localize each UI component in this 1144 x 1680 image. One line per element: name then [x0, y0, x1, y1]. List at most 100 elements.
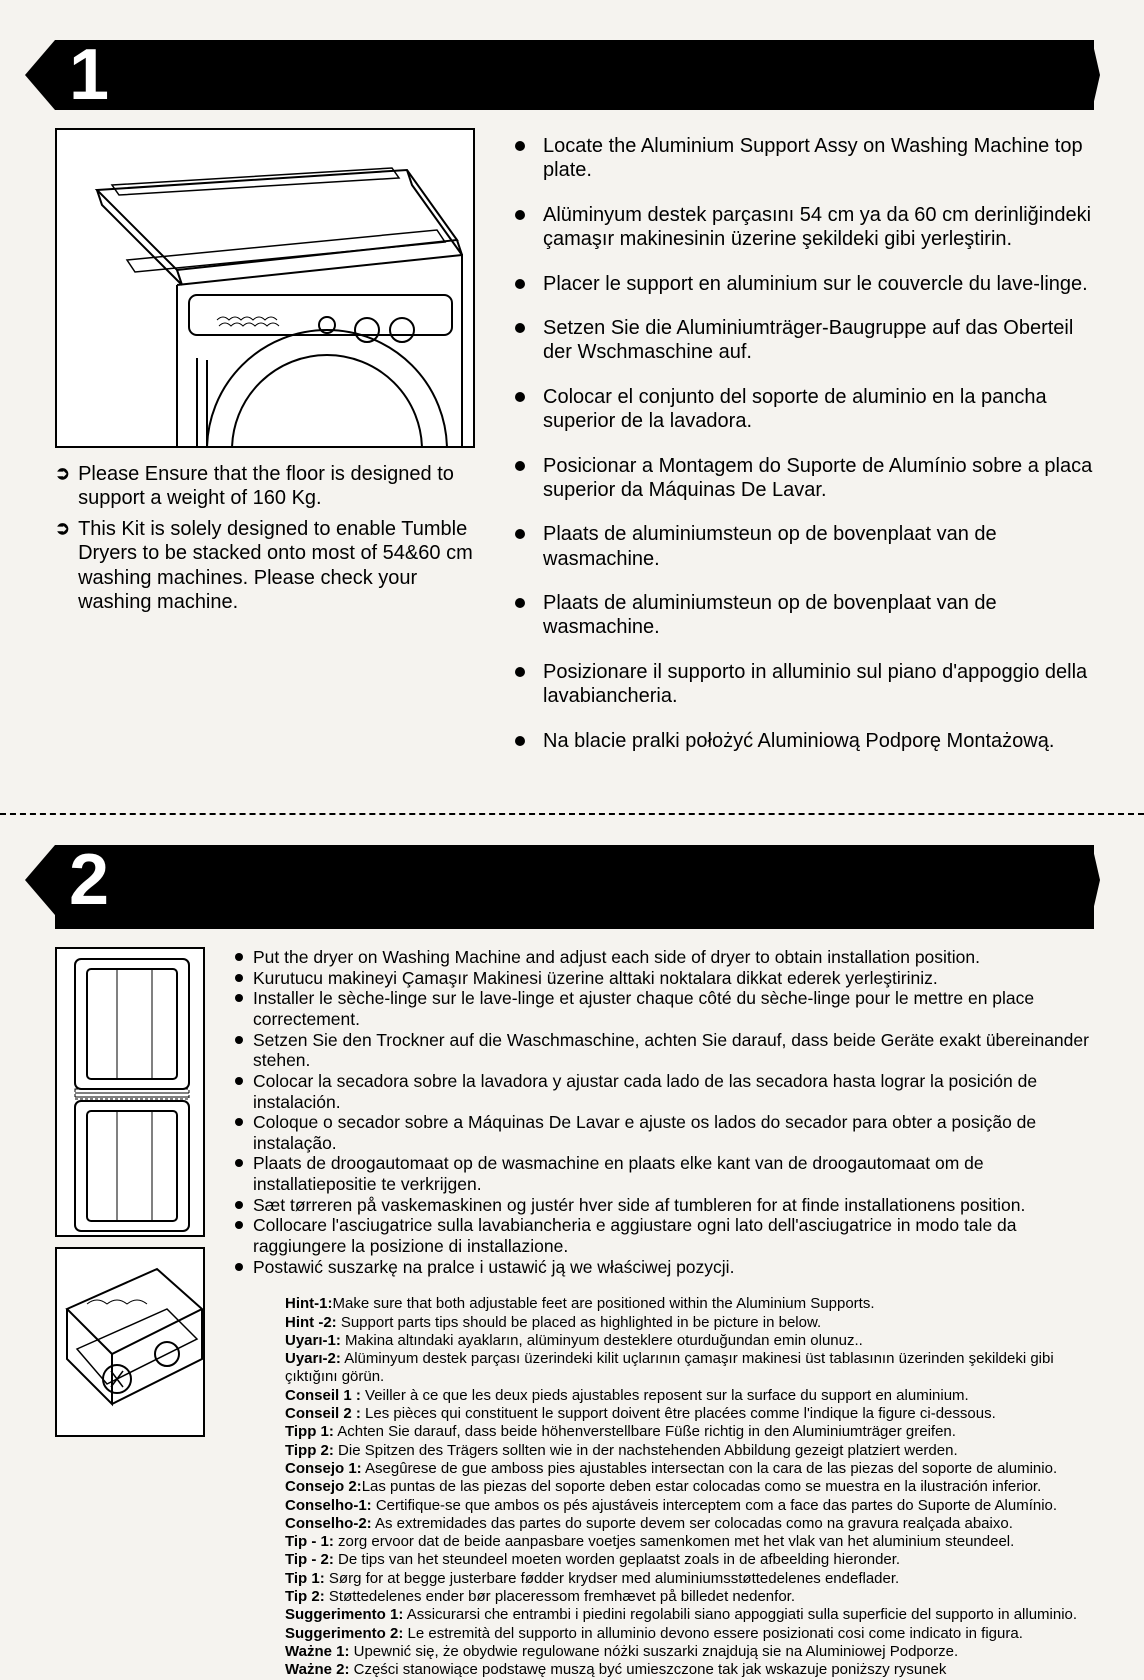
hint-text: Makina altındaki ayakların, alüminyum de…	[341, 1332, 863, 1349]
hint-label: Ważne 2:	[285, 1661, 349, 1678]
list-item: Kurutucu makineyi Çamaşır Makinesi üzeri…	[235, 968, 1094, 989]
section-1-body: ➲ Please Ensure that the floor is design…	[55, 128, 1094, 773]
hint-line: Consejo 2:Las puntas de las piezas del s…	[285, 1478, 1094, 1496]
section-2-header: 2	[55, 845, 1094, 929]
section-2-number: 2	[55, 845, 119, 929]
hint-text: Support parts tips should be placed as h…	[337, 1314, 821, 1331]
hint-label: Ważne 1:	[285, 1643, 349, 1660]
list-item: Posicionar a Montagem do Suporte de Alum…	[515, 454, 1094, 503]
hint-label: Conseil 2 :	[285, 1405, 361, 1422]
section-2-bullet-list: Put the dryer on Washing Machine and adj…	[235, 947, 1094, 1277]
hint-text: Certifique-se que ambos os pés ajustávei…	[372, 1497, 1057, 1514]
list-item: Locate the Aluminium Support Assy on Was…	[515, 134, 1094, 183]
list-item: Placer le support en aluminium sur le co…	[515, 272, 1094, 296]
hint-label: Hint-1:	[285, 1295, 333, 1312]
hint-text: Asegûrese de gue amboss pies ajustables …	[362, 1460, 1057, 1477]
hint-line: Conselho-1: Certifique-se que ambos os p…	[285, 1497, 1094, 1515]
list-item: Alüminyum destek parçasını 54 cm ya da 6…	[515, 203, 1094, 252]
hint-label: Tip 2:	[285, 1588, 325, 1605]
hint-text: Assicurarsi che entrambi i piedini regol…	[403, 1606, 1077, 1623]
hint-label: Tip 1:	[285, 1570, 325, 1587]
hint-label: Consejo 1:	[285, 1460, 362, 1477]
hint-line: Tip - 2: De tips van het steundeel moete…	[285, 1551, 1094, 1569]
list-item: Collocare l'asciugatrice sulla lavabianc…	[235, 1215, 1094, 1256]
illustration-stacked-dryer	[55, 947, 205, 1237]
hint-line: Conselho-2: As extremidades das partes d…	[285, 1515, 1094, 1533]
hint-line: Tipp 2: Die Spitzen des Trägers sollten …	[285, 1442, 1094, 1460]
hint-text: Veiller à ce que les deux pieds ajustabl…	[361, 1387, 969, 1404]
hint-text: Las puntas de las piezas del soporte deb…	[362, 1478, 1042, 1495]
section-1-bar	[118, 40, 1094, 110]
hint-line: Tipp 1: Achten Sie darauf, dass beide hö…	[285, 1423, 1094, 1441]
hint-text: Les pièces qui constituent le support do…	[361, 1405, 996, 1422]
hint-label: Hint -2:	[285, 1314, 337, 1331]
section-1-header: 1	[55, 40, 1094, 110]
list-item: Posizionare il supporto in alluminio sul…	[515, 660, 1094, 709]
section-2-right: Put the dryer on Washing Machine and adj…	[235, 947, 1094, 1679]
hint-label: Uyarı-2:	[285, 1350, 341, 1367]
hint-text: Le estremità del supporto in alluminio d…	[403, 1625, 1023, 1642]
hint-text: zorg ervoor dat de beide aanpasbare voet…	[334, 1533, 1014, 1550]
hint-label: Tipp 1:	[285, 1423, 334, 1440]
list-item: Coloque o secador sobre a Máquinas De La…	[235, 1112, 1094, 1153]
list-item: Installer le sèche-linge sur le lave-lin…	[235, 988, 1094, 1029]
hint-line: Ważne 1: Upewnić się, że obydwie regulow…	[285, 1643, 1094, 1661]
list-item: Na blacie pralki położyć Aluminiową Podp…	[515, 729, 1094, 753]
hint-line: Tip 1: Sørg for at begge justerbare fødd…	[285, 1570, 1094, 1588]
note-text: This Kit is solely designed to enable Tu…	[78, 517, 485, 615]
hint-text: Achten Sie darauf, dass beide höhenverst…	[334, 1423, 956, 1440]
hint-label: Suggerimento 1:	[285, 1606, 403, 1623]
section-1-right: Locate the Aluminium Support Assy on Was…	[515, 128, 1094, 773]
list-item: Plaats de droogautomaat op de wasmachine…	[235, 1153, 1094, 1194]
hint-label: Tip - 2:	[285, 1551, 334, 1568]
list-item: Colocar la secadora sobre la lavadora y …	[235, 1071, 1094, 1112]
hint-text: Części stanowiące podstawę muszą być umi…	[349, 1661, 946, 1678]
note-text: Please Ensure that the floor is designed…	[78, 462, 485, 511]
section-1-number: 1	[55, 40, 119, 110]
hint-line: Tip 2: Støttedelenes ender bør placeress…	[285, 1588, 1094, 1606]
hints-block: Hint-1:Make sure that both adjustable fe…	[235, 1295, 1094, 1679]
list-item: Postawić suszarkę na pralce i ustawić ją…	[235, 1257, 1094, 1278]
arrow-bullet-icon: ➲	[55, 517, 70, 615]
list-item: Plaats de aluminiumsteun op de bovenplaa…	[515, 522, 1094, 571]
hint-label: Conseil 1 :	[285, 1387, 361, 1404]
hint-label: Consejo 2:	[285, 1478, 362, 1495]
arrow-bullet-icon: ➲	[55, 462, 70, 511]
illustration-foot-detail	[55, 1247, 205, 1437]
hint-text: De tips van het steundeel moeten worden …	[334, 1551, 900, 1568]
hint-line: Uyarı-1: Makina altındaki ayakların, alü…	[285, 1332, 1094, 1350]
hint-text: Make sure that both adjustable feet are …	[333, 1295, 875, 1312]
hint-label: Conselho-1:	[285, 1497, 372, 1514]
hint-line: Ważne 2: Części stanowiące podstawę musz…	[285, 1661, 1094, 1679]
hint-text: Alüminyum destek parçası üzerindeki kili…	[285, 1350, 1054, 1385]
list-item: Colocar el conjunto del soporte de alumi…	[515, 385, 1094, 434]
section-1-note: ➲ Please Ensure that the floor is design…	[55, 462, 485, 511]
hint-text: Støttedelenes ender bør placeressom frem…	[325, 1588, 795, 1605]
hint-label: Tip - 1:	[285, 1533, 334, 1550]
hint-text: Die Spitzen des Trägers sollten wie in d…	[334, 1442, 958, 1459]
hint-line: Conseil 2 : Les pièces qui constituent l…	[285, 1405, 1094, 1423]
list-item: Sæt tørreren på vaskemaskinen og justér …	[235, 1195, 1094, 1216]
section-1-note: ➲ This Kit is solely designed to enable …	[55, 517, 485, 615]
section-1-bullet-list: Locate the Aluminium Support Assy on Was…	[515, 134, 1094, 753]
list-item: Plaats de aluminiumsteun op de bovenplaa…	[515, 591, 1094, 640]
hint-line: Suggerimento 1: Assicurarsi che entrambi…	[285, 1606, 1094, 1624]
hint-line: Hint-1:Make sure that both adjustable fe…	[285, 1295, 1094, 1313]
dashed-divider	[0, 813, 1144, 815]
hint-line: Consejo 1: Asegûrese de gue amboss pies …	[285, 1460, 1094, 1478]
hint-text: Upewnić się, że obydwie regulowane nóżki…	[349, 1643, 958, 1660]
hint-text: Sørg for at begge justerbare fødder kryd…	[325, 1570, 899, 1587]
illustration-washer-support	[55, 128, 475, 448]
hint-label: Suggerimento 2:	[285, 1625, 403, 1642]
hint-label: Uyarı-1:	[285, 1332, 341, 1349]
list-item: Setzen Sie die Aluminiumträger-Baugruppe…	[515, 316, 1094, 365]
hint-line: Uyarı-2: Alüminyum destek parçası üzerin…	[285, 1350, 1094, 1387]
hint-line: Suggerimento 2: Le estremità del support…	[285, 1625, 1094, 1643]
hint-line: Tip - 1: zorg ervoor dat de beide aanpas…	[285, 1533, 1094, 1551]
section-2-body: Put the dryer on Washing Machine and adj…	[55, 947, 1094, 1679]
hint-label: Tipp 2:	[285, 1442, 334, 1459]
section-1-left: ➲ Please Ensure that the floor is design…	[55, 128, 485, 773]
hint-text: As extremidades das partes do suporte de…	[372, 1515, 1013, 1532]
hint-label: Conselho-2:	[285, 1515, 372, 1532]
list-item: Put the dryer on Washing Machine and adj…	[235, 947, 1094, 968]
